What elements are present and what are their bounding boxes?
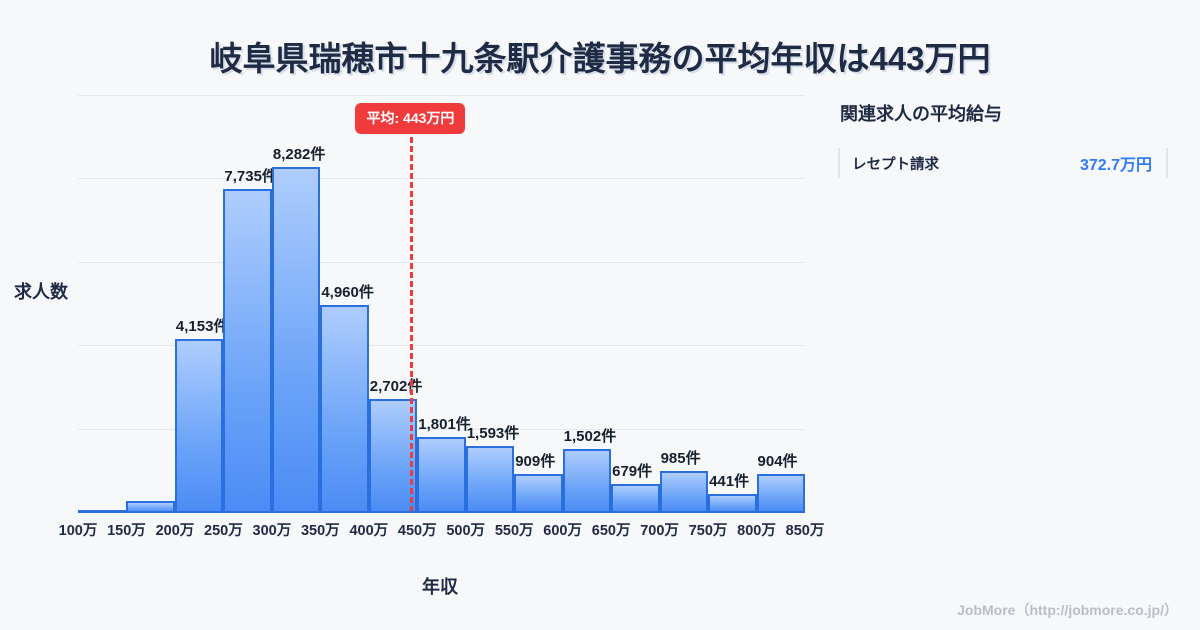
x-tick-label: 800万: [737, 523, 776, 539]
footer-credit: JobMore（http://jobmore.co.jp/）: [957, 602, 1178, 618]
salary-row-value: 372.7万円: [1079, 157, 1152, 174]
x-tick-label: 100万: [58, 523, 98, 539]
bar[interactable]: [174, 338, 224, 512]
x-tick-label: 700万: [640, 523, 679, 539]
x-tick-label: 650万: [591, 523, 631, 539]
x-tick-label: 550万: [494, 523, 534, 539]
bar[interactable]: [562, 449, 612, 512]
bars-layer: 4,153件 7,735件 8,282件 4,960件 2,702件 1,801件 1,59…: [78, 95, 828, 512]
bar-value-label: 4,960件: [321, 284, 374, 302]
x-tick-label: 450万: [397, 523, 437, 539]
x-tick-label: 250万: [204, 523, 243, 539]
x-tick-label: 150万: [107, 523, 146, 539]
salary-row-name: レセプト請求: [852, 156, 939, 173]
bar[interactable]: [320, 305, 369, 512]
bar-value-label: 1,801件: [418, 415, 471, 433]
gridline: [78, 178, 805, 180]
bar[interactable]: [659, 470, 709, 512]
x-tick-label: 850万: [785, 523, 825, 539]
gridline: [78, 261, 805, 263]
bar[interactable]: [465, 445, 515, 512]
bar[interactable]: [368, 399, 418, 512]
bar-value-label: 4,153件: [175, 317, 229, 335]
related-salary-panel: 関連求人の平均給与 レセプト請求 372.7万円: [838, 100, 1168, 178]
x-tick-label: 500万: [446, 523, 486, 539]
bar-value-label: 909件: [515, 453, 556, 471]
x-axis-label: 年収: [422, 577, 458, 597]
bar[interactable]: [611, 483, 660, 512]
x-tick-label: 350万: [300, 523, 340, 539]
bar[interactable]: [223, 189, 272, 512]
y-axis-label: 求人数: [14, 282, 68, 302]
bar-value-label: 985件: [660, 449, 701, 467]
average-line: [410, 128, 414, 512]
gridline: [78, 345, 805, 347]
salary-row: レセプト請求 372.7万円: [838, 148, 1168, 178]
x-axis-baseline: [78, 511, 805, 513]
plot-area: 4,153件 7,735件 8,282件 4,960件 2,702件 1,801件 1,59…: [78, 95, 828, 512]
bar-value-label: 1,502件: [563, 428, 617, 446]
bar-value-label: 1,593件: [466, 424, 520, 442]
related-salary-rows: レセプト請求 372.7万円: [838, 148, 1168, 178]
bar-value-label: 7,735件: [224, 168, 277, 186]
bar[interactable]: [271, 166, 321, 512]
bar-value-label: 441件: [709, 472, 750, 490]
x-tick-label: 200万: [155, 523, 195, 539]
bar[interactable]: [708, 493, 757, 512]
bar-value-label: 8,282件: [272, 145, 326, 163]
gridline: [78, 95, 805, 96]
bar-value-label: 679件: [612, 462, 653, 480]
bar[interactable]: [756, 474, 805, 512]
bar[interactable]: [514, 474, 563, 512]
bar-value-label: 904件: [757, 453, 798, 471]
x-tick-label: 300万: [252, 523, 292, 539]
bar-value-label: 2,702件: [369, 378, 423, 396]
related-salary-title: 関連求人の平均給与: [840, 104, 1002, 124]
x-tick-label: 600万: [543, 523, 583, 539]
x-tick-label: 750万: [688, 523, 728, 539]
page-title: 岐阜県瑞穂市十九条駅介護事務の平均年収は443万円: [209, 40, 991, 77]
average-badge: 平均: 443万円: [355, 103, 466, 134]
bar[interactable]: [417, 436, 466, 512]
x-tick-label: 400万: [349, 523, 389, 539]
gridline: [78, 428, 805, 430]
bar[interactable]: [126, 500, 175, 512]
